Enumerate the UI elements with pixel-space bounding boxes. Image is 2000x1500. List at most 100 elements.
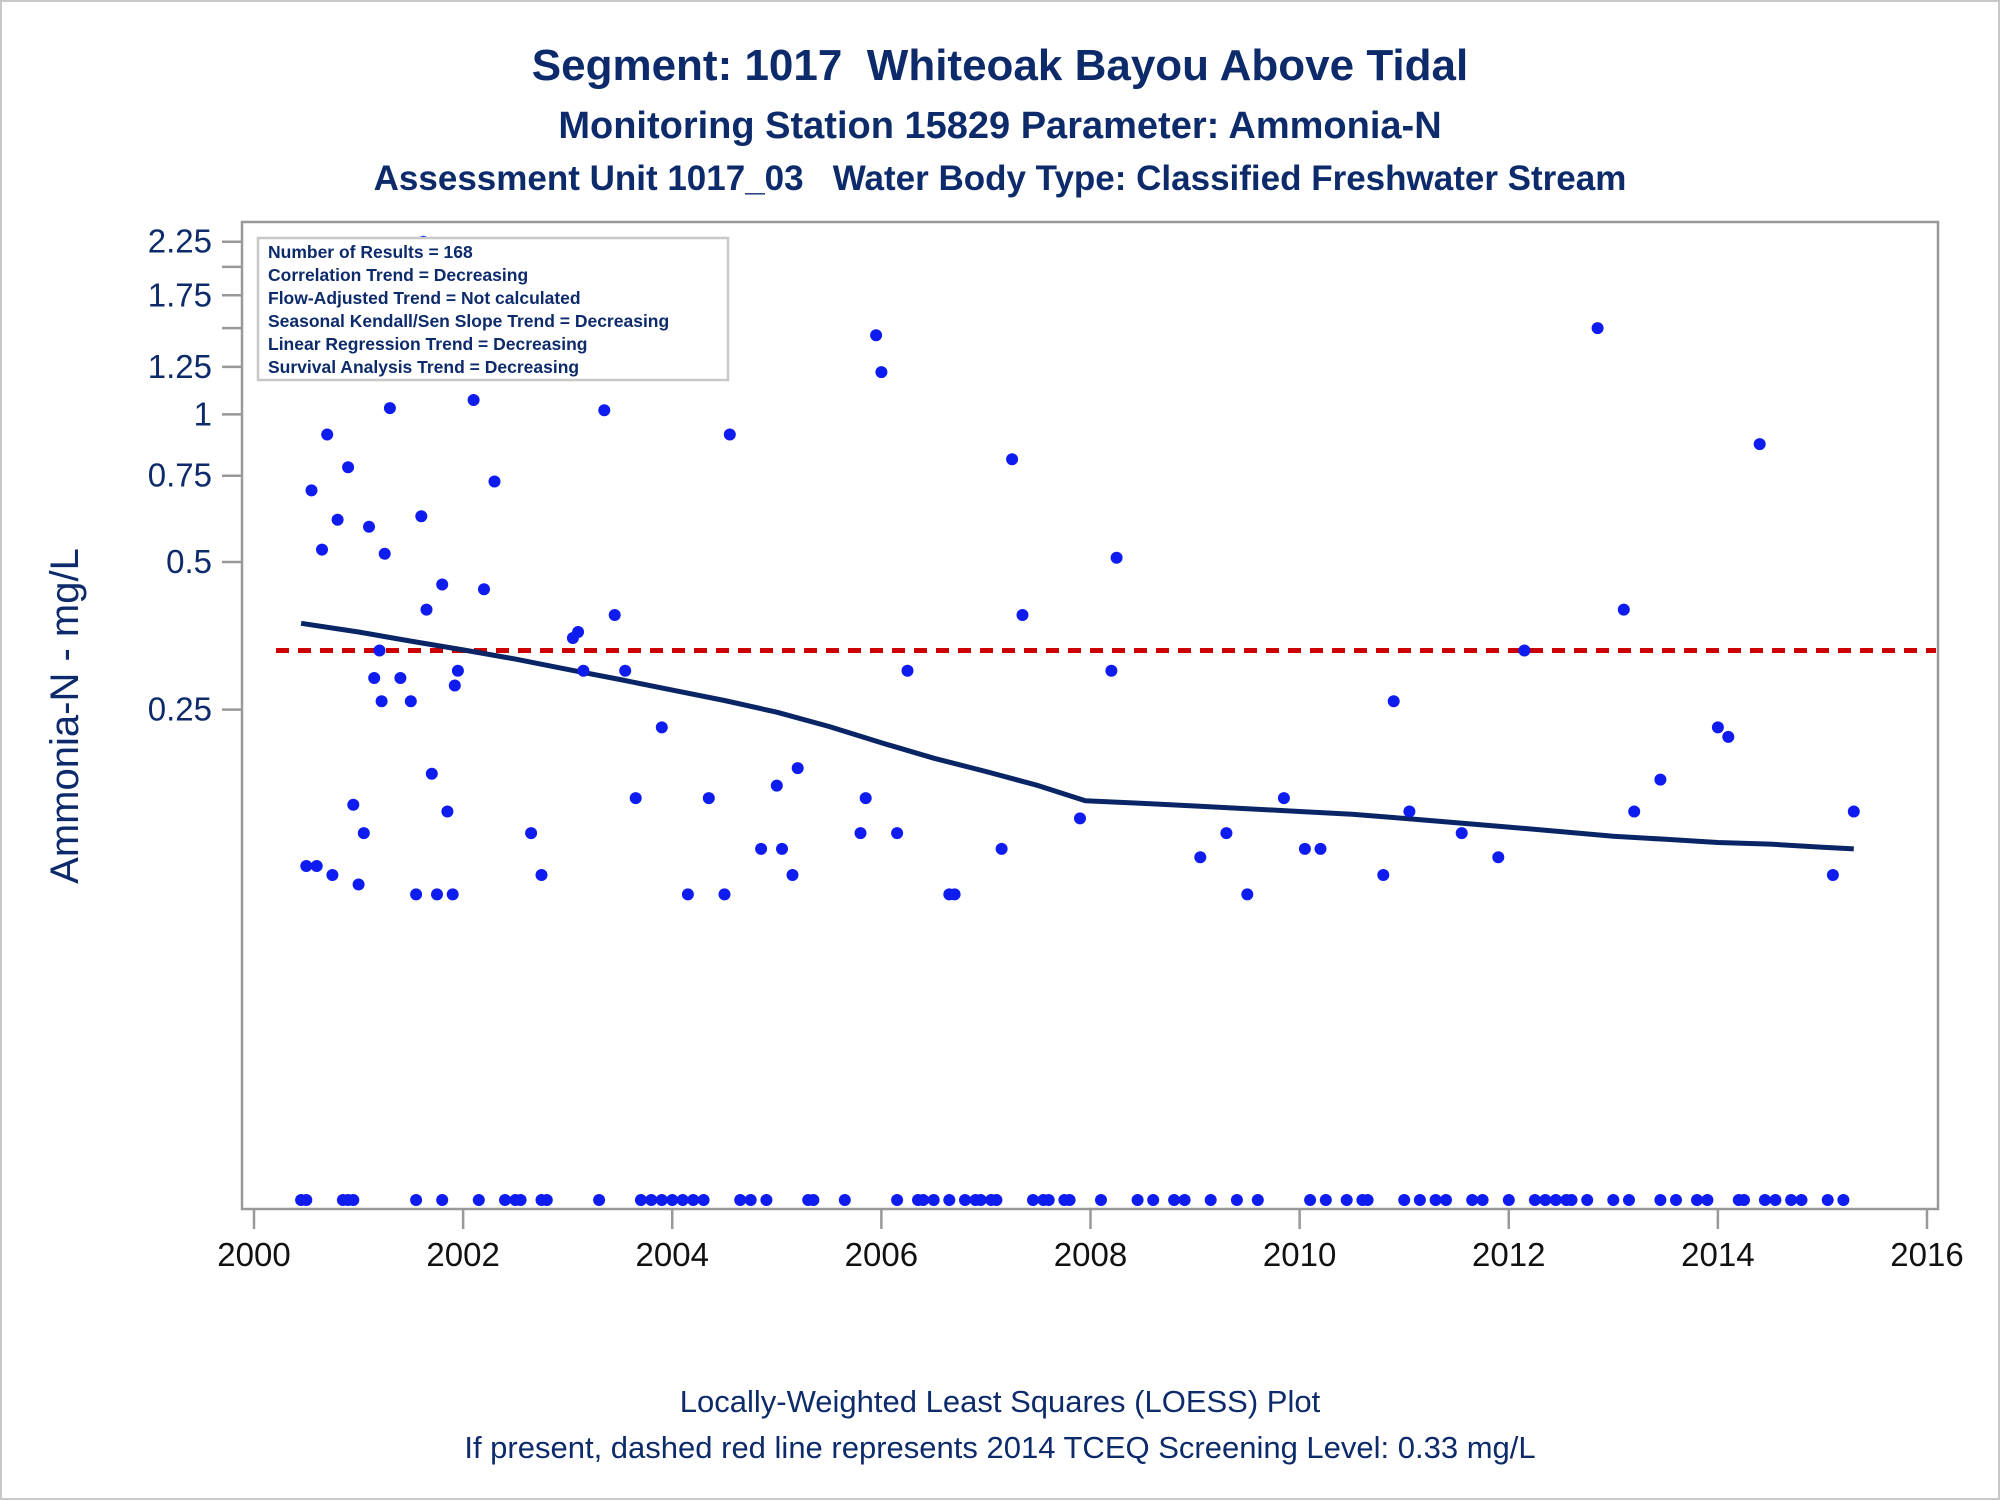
data-point [300, 1194, 313, 1206]
data-point [394, 672, 407, 684]
data-point [368, 672, 381, 684]
data-point [1095, 1194, 1107, 1206]
data-point [744, 1194, 757, 1206]
data-point [1607, 1194, 1620, 1206]
trend-summary-box: Number of Results = 168 Correlation Tren… [256, 236, 730, 382]
data-point [1403, 805, 1416, 818]
data-point [1623, 1194, 1635, 1206]
x-tick-label: 2014 [1681, 1236, 1754, 1273]
data-point [1455, 827, 1468, 840]
data-point [420, 603, 433, 616]
data-point [891, 827, 904, 840]
data-point [448, 679, 461, 692]
data-point [776, 842, 788, 855]
data-point [948, 888, 961, 901]
inset-line: Flow-Adjusted Trend = Not calculated [268, 288, 581, 308]
x-tick-label: 2000 [217, 1236, 290, 1273]
data-point [300, 860, 313, 872]
data-point [1241, 888, 1254, 901]
data-point [316, 543, 328, 556]
loess-layer [300, 620, 1854, 852]
data-point [859, 792, 872, 805]
data-point [770, 779, 783, 792]
data-point [598, 404, 611, 417]
data-point [608, 609, 621, 621]
data-point [891, 1194, 904, 1206]
data-point [681, 888, 694, 901]
data-point [535, 869, 548, 881]
y-tick-label: 1 [194, 395, 212, 432]
chart-subtitle-assessment: Assessment Unit 1017_03 Water Body Type:… [374, 159, 1627, 198]
data-point [467, 394, 480, 406]
y-axis-label: Ammonia-N - mg/L [43, 548, 87, 884]
points-layer [295, 235, 1860, 1206]
data-point [655, 721, 668, 734]
data-point [870, 329, 883, 342]
data-point [488, 475, 501, 488]
data-point [1581, 1194, 1594, 1206]
data-point [1006, 453, 1019, 466]
y-tick-label: 0.75 [148, 457, 212, 494]
x-axis: 2000 2002 2004 2006 2008 2010 2012 2014 2016 [217, 1209, 1964, 1273]
data-point [1711, 721, 1724, 734]
data-point [436, 1194, 449, 1206]
data-point [755, 842, 768, 855]
data-point [1377, 869, 1390, 881]
data-point [305, 484, 318, 497]
data-point [1042, 1194, 1055, 1206]
data-point [1168, 1194, 1181, 1206]
data-point [760, 1194, 773, 1206]
data-point [619, 664, 632, 677]
data-point [1220, 827, 1233, 840]
inset-line: Number of Results = 168 [268, 242, 473, 262]
data-point [1565, 1194, 1578, 1206]
data-point [854, 827, 867, 840]
data-point [723, 428, 736, 441]
data-point [687, 1194, 700, 1206]
data-point [791, 762, 804, 775]
data-point [425, 767, 438, 780]
data-point [446, 888, 459, 901]
data-point [634, 1194, 647, 1206]
data-point [1821, 1194, 1834, 1206]
data-point [321, 428, 334, 441]
x-tick-label: 2002 [426, 1236, 499, 1273]
data-point [357, 827, 370, 840]
data-point [1826, 869, 1839, 881]
data-point [1178, 1194, 1191, 1206]
x-tick-label: 2012 [1472, 1236, 1545, 1273]
data-point [666, 1194, 679, 1206]
data-point [472, 1194, 485, 1206]
data-point [1701, 1194, 1714, 1206]
data-point [1398, 1194, 1411, 1206]
data-point [1304, 1194, 1317, 1206]
data-point [1016, 609, 1029, 621]
chart-subtitle-station: Monitoring Station 15829 Parameter: Ammo… [558, 105, 1441, 147]
data-point [1466, 1194, 1479, 1206]
data-point [1063, 1194, 1076, 1206]
data-point [1298, 842, 1311, 855]
data-point [436, 578, 449, 591]
data-point [540, 1194, 553, 1206]
data-point [786, 869, 799, 881]
data-point [974, 1194, 987, 1206]
data-point [1591, 322, 1604, 335]
data-point [1769, 1194, 1782, 1206]
data-point [1429, 1194, 1442, 1206]
y-tick-label: 2.25 [148, 223, 212, 260]
inset-line: Seasonal Kendall/Sen Slope Trend = Decre… [268, 311, 669, 331]
data-point [943, 1194, 956, 1206]
data-point [807, 1194, 820, 1206]
data-point [331, 513, 344, 526]
chart-title: Segment: 1017 Whiteoak Bayou Above Tidal [532, 41, 1468, 90]
data-point [990, 1194, 1003, 1206]
data-point [1440, 1194, 1452, 1206]
data-point [697, 1194, 710, 1206]
data-point [1753, 438, 1766, 451]
data-point [383, 402, 396, 415]
data-point [1074, 812, 1086, 825]
y-tick-label: 0.25 [148, 691, 212, 728]
data-point [1413, 1194, 1426, 1206]
data-point [875, 366, 888, 379]
data-point [342, 461, 355, 474]
